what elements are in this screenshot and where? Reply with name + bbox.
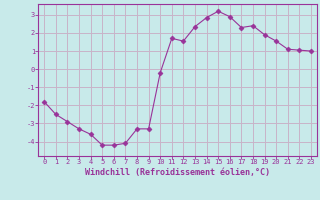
- X-axis label: Windchill (Refroidissement éolien,°C): Windchill (Refroidissement éolien,°C): [85, 168, 270, 177]
